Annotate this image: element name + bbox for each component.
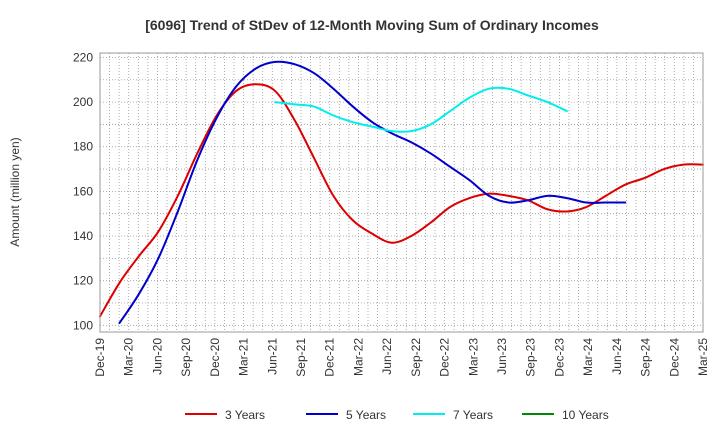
x-tick-label: Sep-20 xyxy=(179,338,193,377)
x-tick-label: Jun-20 xyxy=(150,338,164,375)
x-tick-label: Mar-21 xyxy=(237,338,251,376)
x-tick-label: Sep-23 xyxy=(524,338,538,377)
x-tick-label: Mar-20 xyxy=(122,338,136,376)
legend-label: 5 Years xyxy=(346,408,386,422)
legend-label: 3 Years xyxy=(225,408,265,422)
x-tick-label: Jun-21 xyxy=(265,338,279,375)
x-tick-label: Dec-21 xyxy=(323,338,337,377)
legend-label: 7 Years xyxy=(453,408,493,422)
x-tick-label: Mar-24 xyxy=(581,338,595,376)
y-axis-label: Amount (million yen) xyxy=(8,137,22,246)
x-tick-label: Mar-22 xyxy=(351,338,365,376)
series-layer xyxy=(99,60,704,325)
chart-title: [6096] Trend of StDev of 12-Month Moving… xyxy=(145,17,599,33)
x-tick-label: Sep-24 xyxy=(639,338,653,377)
x-tick-label: Jun-24 xyxy=(610,338,624,375)
x-tick-label: Dec-20 xyxy=(208,338,222,377)
x-tick-label: Jun-22 xyxy=(380,338,394,375)
series-line-3-years xyxy=(99,83,704,318)
x-tick-label: Dec-19 xyxy=(93,338,107,377)
series-line-7-years xyxy=(274,86,568,133)
x-tick-label: Dec-23 xyxy=(552,338,566,377)
y-tick-label: 140 xyxy=(73,229,93,243)
legend: 3 Years 5 Years 7 Years 10 Years xyxy=(185,408,609,422)
series-line-5-years xyxy=(118,60,627,325)
plot-area-border xyxy=(99,52,704,333)
y-tick-label: 180 xyxy=(73,140,93,154)
x-tick-label: Mar-25 xyxy=(696,338,710,376)
y-tick-label: 120 xyxy=(73,274,93,288)
x-tick-label: Sep-21 xyxy=(294,338,308,377)
x-tick-label: Mar-23 xyxy=(466,338,480,376)
y-axis-ticks: 100 120 140 160 180 200 220 xyxy=(73,50,93,332)
x-tick-label: Jun-23 xyxy=(495,338,509,375)
x-tick-label: Sep-22 xyxy=(409,338,423,377)
y-tick-label: 200 xyxy=(73,95,93,109)
x-axis-ticks: Dec-19 Mar-20 Jun-20 Sep-20 Dec-20 Mar-21 Jun-… xyxy=(93,338,710,377)
x-tick-label: Dec-22 xyxy=(438,338,452,377)
y-tick-label: 160 xyxy=(73,184,93,198)
y-tick-label: 100 xyxy=(73,318,93,332)
x-tick-label: Dec-24 xyxy=(667,338,681,377)
legend-label: 10 Years xyxy=(562,408,609,422)
y-tick-label: 220 xyxy=(73,50,93,64)
